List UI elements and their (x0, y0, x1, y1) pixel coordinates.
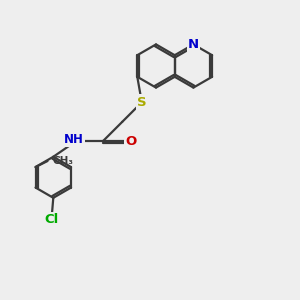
Text: Cl: Cl (45, 213, 59, 226)
Text: N: N (188, 38, 199, 51)
Text: O: O (126, 135, 137, 148)
Text: NH: NH (64, 133, 84, 146)
Text: CH₃: CH₃ (52, 156, 73, 166)
Text: S: S (137, 96, 147, 109)
